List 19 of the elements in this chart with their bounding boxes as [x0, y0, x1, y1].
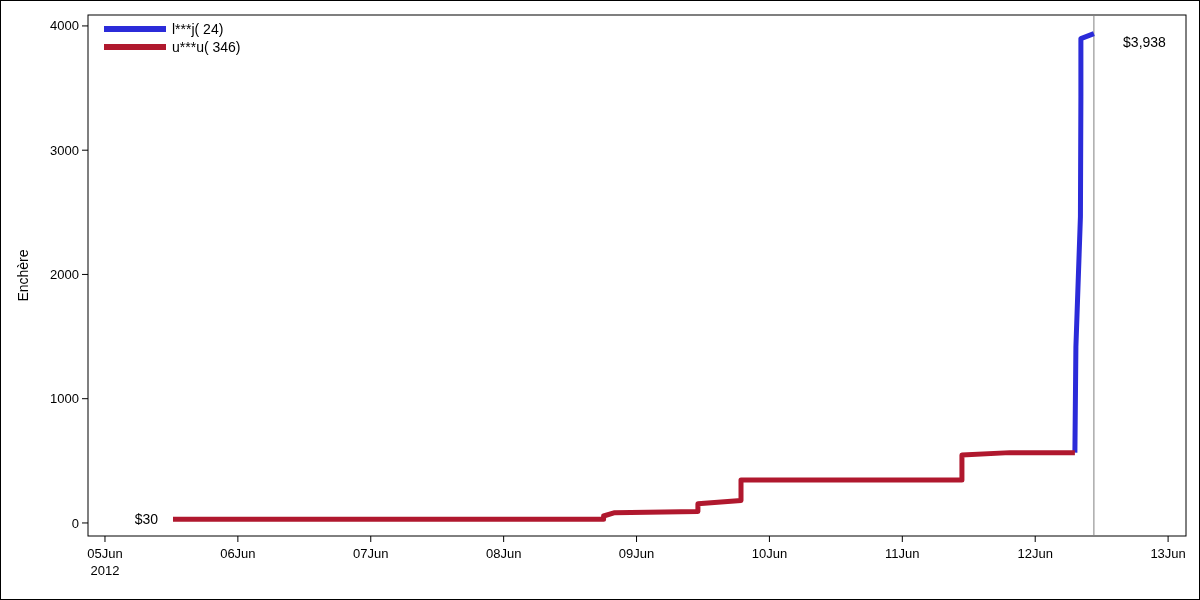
x-tick-label: 10Jun — [751, 546, 788, 561]
annotation: $30 — [134, 511, 159, 528]
y-tick-label: 3000 — [50, 142, 79, 158]
x-tick-label: 06Jun — [220, 546, 256, 561]
x-tick-label: 05Jun 2012 — [87, 546, 123, 578]
legend-label: u***u( 346) — [172, 38, 241, 55]
x-tick-label: 12Jun — [1017, 546, 1053, 561]
y-tick-label: 4000 — [50, 18, 79, 34]
x-tick-label: 09Jun — [618, 546, 655, 561]
y-tick-label: 1000 — [50, 391, 79, 407]
annotation: $3,938 — [1123, 33, 1167, 50]
legend-label: l***j( 24) — [172, 20, 224, 37]
y-axis-title: Enchère — [15, 249, 31, 302]
x-tick-label: 07Jun — [353, 546, 389, 561]
x-tick-label: 13Jun — [1150, 546, 1186, 561]
x-tick-label: 11Jun — [885, 546, 920, 561]
x-tick-label: 08Jun — [485, 546, 522, 561]
y-tick-label: 2000 — [50, 266, 79, 282]
y-tick-label: 0 — [71, 515, 79, 531]
